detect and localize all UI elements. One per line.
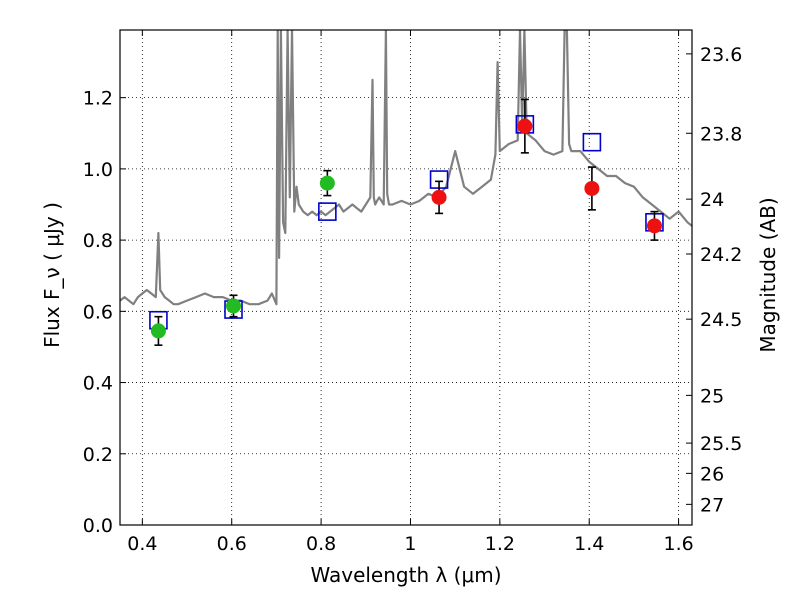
right-tick-label: 26: [700, 463, 724, 485]
plot-area: [120, 30, 692, 346]
y-tick-label: 0.6: [83, 301, 113, 323]
photometry-point: [646, 218, 662, 234]
y-tick-label: 0.0: [83, 515, 113, 537]
y-tick-label: 0.2: [83, 444, 113, 466]
x-tick-label: 1.4: [574, 533, 604, 555]
photometry-point: [431, 189, 447, 205]
x-tick-label: 0.4: [127, 533, 157, 555]
spectrum-line: [120, 30, 692, 306]
grid: [120, 30, 692, 525]
x-tick-label: 1.2: [485, 533, 515, 555]
photometry-point: [226, 298, 242, 314]
plot-frame: [119, 29, 693, 526]
x-axis-label: Wavelength λ (μm): [310, 563, 501, 587]
y-tick-label: 1.2: [83, 88, 113, 110]
right-tick-label: 23.6: [700, 44, 742, 66]
right-tick-label: 24.2: [700, 244, 742, 266]
y-tick-label: 0.8: [83, 230, 113, 252]
y-tick-label: 0.4: [83, 373, 113, 395]
right-tick-label: 24: [700, 189, 724, 211]
photometry-point: [584, 180, 600, 196]
y-axis-label: Flux F_ν ( μJy ): [40, 202, 64, 348]
x-tick-label: 0.8: [306, 533, 336, 555]
photometry-point: [150, 323, 166, 339]
right-tick-label: 25: [700, 385, 724, 407]
photometry-point: [517, 118, 533, 134]
x-tick-label: 1.6: [663, 533, 693, 555]
tick-labels: 0.4 0.6 0.8 1 1.2 1.4 1.6 0.0 0.2 0.4 0.6 0.8 1.0 1.2…: [83, 44, 743, 555]
right-tick-label: 25.5: [700, 433, 742, 455]
photometry-point: [319, 175, 335, 191]
model-square-point: [318, 202, 337, 221]
right-tick-label: 24.5: [700, 309, 742, 331]
right-tick-label: 27: [700, 494, 724, 516]
y-tick-label: 1.0: [83, 159, 113, 181]
model-square-point: [582, 132, 602, 152]
x-tick-label: 0.6: [217, 533, 247, 555]
right-axis-label: Magnitude (AB): [756, 197, 780, 352]
right-tick-label: 23.8: [700, 123, 742, 145]
x-tick-label: 1: [404, 533, 416, 555]
axes: [119, 29, 693, 526]
